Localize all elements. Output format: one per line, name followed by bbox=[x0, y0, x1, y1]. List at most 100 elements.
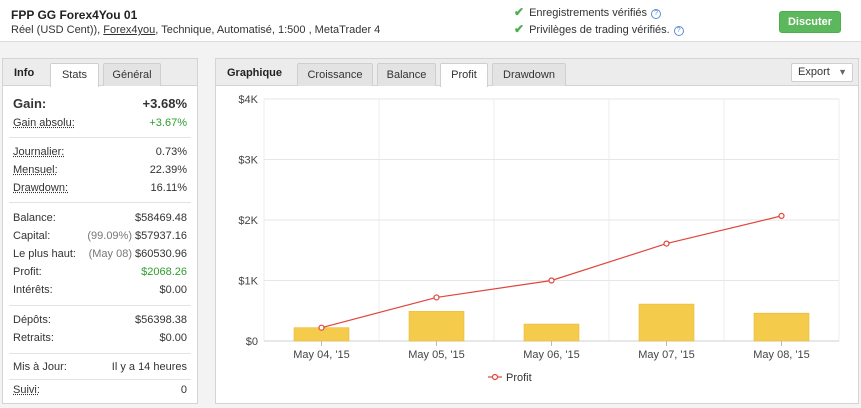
equity-value: $57937.16 bbox=[135, 230, 187, 242]
export-label: Export bbox=[798, 66, 830, 78]
monthly-value: 22.39% bbox=[149, 164, 187, 176]
highest-label: Le plus haut: bbox=[13, 248, 76, 260]
highest-value-group: (May 08) $60530.96 bbox=[89, 248, 187, 260]
abs-gain-label[interactable]: Gain absolu: bbox=[13, 117, 75, 129]
y-tick-label: $1K bbox=[238, 276, 258, 288]
deposits-value: $56398.38 bbox=[135, 314, 187, 326]
account-type: Réel (USD Cent)), bbox=[11, 24, 104, 36]
follow-row: Suivi: 0 bbox=[13, 384, 187, 400]
follow-value: 0 bbox=[180, 384, 187, 396]
withdrawals-value: $0.00 bbox=[159, 332, 187, 344]
updated-label: Mis à Jour: bbox=[13, 361, 67, 373]
profit-point[interactable] bbox=[433, 294, 440, 301]
broker-link[interactable]: Forex4you bbox=[103, 24, 156, 36]
tab-profit[interactable]: Profit bbox=[440, 63, 488, 87]
abs-gain-row: Gain absolu: +3.67% bbox=[13, 117, 187, 133]
profit-line bbox=[321, 215, 782, 329]
drawdown-label[interactable]: Drawdown: bbox=[13, 182, 69, 194]
monthly-label[interactable]: Mensuel: bbox=[13, 164, 58, 176]
export-dropdown[interactable]: Export ▼ bbox=[791, 63, 853, 82]
verified-privileges-label: Privilèges de trading vérifiés. bbox=[529, 24, 670, 36]
divider bbox=[9, 305, 191, 306]
equity-percent: (99.09%) bbox=[87, 230, 132, 242]
x-axis: May 04, '15 May 05, '15 May 06, '15 May 07,… bbox=[293, 341, 810, 361]
x-tick-label: May 06, '15 bbox=[523, 349, 580, 361]
y-tick-label: $3K bbox=[238, 155, 258, 167]
profit-point[interactable] bbox=[318, 324, 325, 331]
follow-label[interactable]: Suivi: bbox=[13, 384, 40, 396]
check-icon: ✔ bbox=[514, 22, 525, 36]
discuss-button[interactable]: Discuter bbox=[779, 11, 841, 33]
chart-line bbox=[318, 212, 785, 331]
chart-bar[interactable] bbox=[408, 311, 465, 342]
check-icon: ✔ bbox=[514, 5, 525, 19]
account-subtitle: Réel (USD Cent)), Forex4you, Technique, … bbox=[11, 24, 380, 36]
gain-row: Gain: +3.68% bbox=[13, 96, 187, 114]
interest-label: Intérêts: bbox=[13, 284, 53, 296]
info-tab-bar: Info Stats Général bbox=[3, 59, 197, 87]
tab-stats[interactable]: Stats bbox=[50, 63, 99, 87]
account-header: FPP GG Forex4You 01 Réel (USD Cent)), Fo… bbox=[0, 0, 861, 42]
abs-gain-value: +3.67% bbox=[149, 117, 187, 129]
profit-point[interactable] bbox=[778, 212, 785, 219]
profit-row: Profit: $2068.26 bbox=[13, 266, 187, 282]
chart-bars bbox=[293, 303, 810, 342]
highest-value: $60530.96 bbox=[135, 248, 187, 260]
highest-row: Le plus haut: (May 08) $60530.96 bbox=[13, 248, 187, 264]
profit-label: Profit: bbox=[13, 266, 42, 278]
deposits-label: Dépôts: bbox=[13, 314, 51, 326]
chevron-down-icon: ▼ bbox=[838, 67, 847, 77]
y-axis: $0 $1K $2K $3K $4K bbox=[238, 94, 258, 348]
chart-panel-title: Graphique bbox=[227, 67, 283, 79]
profit-point[interactable] bbox=[548, 277, 555, 284]
chart-grid bbox=[263, 98, 840, 342]
y-tick-label: $0 bbox=[246, 336, 258, 348]
daily-row: Journalier: 0.73% bbox=[13, 146, 187, 162]
tab-general[interactable]: Général bbox=[103, 63, 161, 86]
divider bbox=[9, 137, 191, 138]
drawdown-row: Drawdown: 16.11% bbox=[13, 182, 187, 198]
y-tick-label: $4K bbox=[238, 94, 258, 106]
legend-label[interactable]: Profit bbox=[506, 372, 532, 384]
interest-value: $0.00 bbox=[159, 284, 187, 296]
info-panel: Info Stats Général Gain: +3.68% Gain abs… bbox=[2, 58, 198, 404]
monthly-row: Mensuel: 22.39% bbox=[13, 164, 187, 180]
daily-label[interactable]: Journalier: bbox=[13, 146, 65, 158]
tab-balance[interactable]: Balance bbox=[377, 63, 436, 86]
balance-label: Balance: bbox=[13, 212, 56, 224]
chart-legend[interactable]: Profit bbox=[488, 372, 532, 384]
gain-value: +3.68% bbox=[142, 96, 187, 111]
daily-value: 0.73% bbox=[155, 146, 187, 158]
chart-tab-bar: Graphique Croissance Balance Profit Draw… bbox=[216, 59, 858, 87]
x-tick-label: May 04, '15 bbox=[293, 349, 350, 361]
legend-marker bbox=[491, 373, 499, 381]
balance-row: Balance: $58469.48 bbox=[13, 212, 187, 228]
chart-bar[interactable] bbox=[523, 323, 580, 342]
chart-panel: Graphique Croissance Balance Profit Draw… bbox=[215, 58, 859, 404]
chart-bar[interactable] bbox=[753, 312, 810, 342]
help-icon[interactable]: ? bbox=[651, 9, 662, 19]
divider bbox=[9, 353, 191, 354]
withdrawals-label: Retraits: bbox=[13, 332, 54, 344]
updated-value: Il y a 14 heures bbox=[111, 361, 187, 373]
x-tick-label: May 08, '15 bbox=[753, 349, 810, 361]
verified-privileges: ✔ Privilèges de trading vérifiés.? bbox=[514, 22, 684, 36]
withdrawals-row: Retraits: $0.00 bbox=[13, 332, 187, 348]
equity-row: Capital: (99.09%) $57937.16 bbox=[13, 230, 187, 246]
updated-row: Mis à Jour: Il y a 14 heures bbox=[13, 361, 187, 377]
info-panel-title: Info bbox=[14, 67, 35, 79]
profit-point[interactable] bbox=[663, 240, 670, 247]
profit-value: $2068.26 bbox=[141, 266, 187, 278]
x-tick-label: May 07, '15 bbox=[638, 349, 695, 361]
divider bbox=[9, 202, 191, 203]
chart-bar[interactable] bbox=[638, 303, 695, 342]
drawdown-value: 16.11% bbox=[150, 182, 188, 194]
balance-value: $58469.48 bbox=[135, 212, 187, 224]
help-icon[interactable]: ? bbox=[673, 26, 684, 36]
tab-growth[interactable]: Croissance bbox=[297, 63, 373, 86]
verified-records-label: Enregistrements vérifiés bbox=[529, 7, 648, 19]
y-tick-label: $2K bbox=[238, 215, 258, 227]
tab-drawdown[interactable]: Drawdown bbox=[492, 63, 566, 86]
equity-value-group: (99.09%) $57937.16 bbox=[87, 230, 187, 242]
account-title: FPP GG Forex4You 01 bbox=[11, 8, 138, 22]
